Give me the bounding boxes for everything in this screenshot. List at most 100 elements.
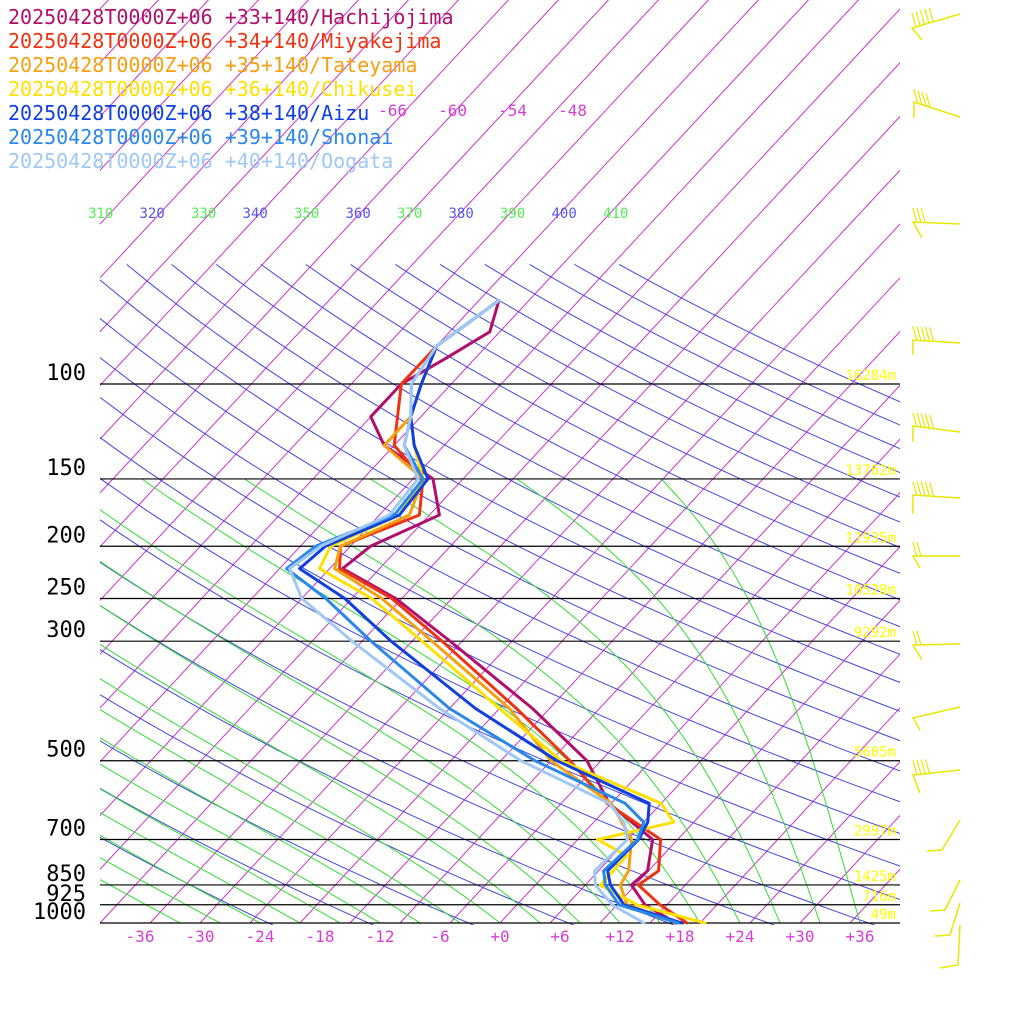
- wind-barb: [912, 339, 961, 355]
- sounding-line: [288, 299, 646, 925]
- wind-barb-flag: [911, 12, 917, 28]
- theta-label: 320: [140, 206, 165, 222]
- dry-adiabat-line: [260, 263, 900, 601]
- moist-adiabat-line: [100, 605, 581, 924]
- temperature-tick-label: +18: [666, 927, 695, 946]
- moist-adiabat-line: [100, 678, 501, 924]
- moist-adiabat-line: [244, 478, 741, 924]
- dry-adiabat-line: [574, 263, 900, 426]
- temperature-tick-label: +36: [846, 927, 875, 946]
- temperature-tick-label: +0: [490, 927, 509, 946]
- wind-barb-flag: [929, 414, 935, 429]
- theta-label: 400: [552, 206, 577, 222]
- height-label: 9292m: [854, 625, 896, 641]
- dry-adiabat-line: [350, 263, 900, 549]
- temperature-tick-label: -24: [246, 927, 275, 946]
- height-label: 11935m: [845, 530, 896, 546]
- theta-label: 370: [397, 206, 422, 222]
- isotherm-line: [349, 330, 900, 924]
- legend: 20250428T0000Z+06 +33+140/Hachijojima202…: [8, 5, 454, 173]
- wind-barb: [911, 221, 961, 239]
- theta-label: 330: [191, 206, 216, 222]
- wind-barb-flag: [912, 541, 918, 557]
- legend-entry: 20250428T0000Z+06 +39+140/Shonai: [8, 125, 393, 149]
- sounding-lines: [285, 299, 707, 925]
- wind-barb-flag: [919, 10, 926, 25]
- isotherm-line: [549, 545, 900, 924]
- isobar-lines: [100, 383, 900, 924]
- isotherm-line: [849, 868, 900, 924]
- dry-adiabat-line: [100, 604, 776, 925]
- temperature-tick-label: -6: [430, 927, 449, 946]
- dry-adiabat-line: [100, 740, 475, 925]
- moist-adiabat-line: [100, 560, 621, 924]
- legend-entry: 20250428T0000Z+06 +34+140/Miyakejima: [8, 29, 441, 53]
- wind-barb: [934, 902, 961, 937]
- moist-adiabat-line: [100, 709, 461, 924]
- wind-barb: [911, 643, 961, 661]
- wind-barb-flag: [928, 7, 934, 23]
- wind-barb-flag: [916, 326, 922, 341]
- isotherm-line: [950, 0, 1024, 923]
- pressure-label: 925: [46, 882, 86, 907]
- dry-adiabat-line: [100, 649, 676, 925]
- isotherm-line: [100, 0, 360, 279]
- dry-adiabat-line: [100, 836, 275, 925]
- upper-temperature-label: -54: [498, 101, 527, 120]
- isotherm-line: [749, 760, 900, 924]
- moist-adiabat-line: [100, 643, 541, 924]
- isotherm-line: [100, 0, 160, 64]
- dry-adiabat-line: [171, 264, 900, 655]
- wind-barb-flag: [925, 93, 931, 108]
- isotherm-line: [649, 653, 900, 924]
- pressure-label: 1000: [33, 900, 86, 925]
- moist-adiabat-line: [100, 509, 661, 924]
- legend-entry: 20250428T0000Z+06 +35+140/Tateyama: [8, 53, 417, 77]
- height-label: 49m: [871, 907, 896, 923]
- dry-adiabat-line: [100, 694, 575, 925]
- pressure-label: 150: [46, 456, 86, 481]
- isotherm-line: [799, 814, 900, 924]
- pressure-label: 500: [46, 738, 86, 763]
- temperature-tick-label: +6: [550, 927, 569, 946]
- upper-temperature-label: -48: [558, 101, 587, 120]
- wind-barb-flag: [924, 481, 931, 497]
- dry-adiabat-line: [529, 263, 900, 450]
- isotherm-line: [899, 922, 900, 923]
- dry-adiabat-line: [484, 263, 900, 474]
- dry-adiabat-line: [100, 477, 900, 867]
- isotherm-line: [699, 707, 900, 924]
- sounding-line: [298, 299, 684, 925]
- theta-label: 410: [603, 206, 628, 222]
- temperature-tick-label: -30: [186, 927, 215, 946]
- moist-adiabat-line: [141, 478, 701, 924]
- wind-barb: [939, 924, 961, 969]
- wind-barb: [911, 555, 960, 569]
- moist-adiabat-line: [100, 737, 421, 924]
- height-label: 16284m: [845, 368, 896, 384]
- dry-adiabat-line: [100, 396, 900, 803]
- wind-barb-flag: [916, 759, 922, 775]
- wind-barb-flag: [920, 481, 926, 496]
- pressure-label: 250: [46, 575, 86, 600]
- wind-barb-flag: [916, 541, 922, 557]
- wind-barb: [912, 425, 961, 442]
- height-label: 2997m: [854, 824, 896, 840]
- upper-temperature-label: -60: [438, 101, 467, 120]
- legend-entry: 20250428T0000Z+06 +40+140/Oogata: [8, 149, 393, 173]
- moist-adiabat-line: [100, 878, 181, 924]
- moist-adiabat-line: [660, 478, 861, 924]
- wind-barb: [929, 879, 961, 912]
- temperature-tick-label: -18: [306, 927, 335, 946]
- wind-barb-flag: [912, 412, 918, 427]
- isotherm-line: [599, 599, 900, 924]
- legend-entry: 20250428T0000Z+06 +33+140/Hachijojima: [8, 5, 454, 29]
- wind-barb-flag: [912, 207, 918, 223]
- isotherm-line: [1000, 0, 1024, 923]
- dry-adiabat-line: [100, 279, 900, 712]
- wind-barb-flag: [929, 482, 935, 497]
- height-label: 5605m: [854, 745, 896, 761]
- dry-adiabat-line: [395, 263, 900, 523]
- wind-barb-flag: [924, 8, 930, 24]
- wind-barb-flag: [920, 413, 926, 428]
